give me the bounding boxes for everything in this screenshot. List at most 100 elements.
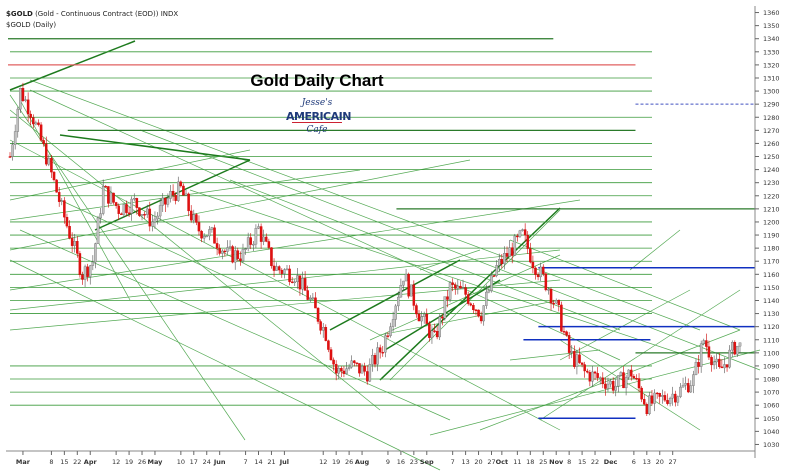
y-tick-label: 1340: [763, 35, 780, 43]
candle: [376, 342, 379, 372]
candle: [567, 332, 571, 359]
candle-body: [531, 261, 535, 269]
candle-body: [177, 181, 180, 201]
candle: [314, 292, 317, 309]
y-tick-label: 1190: [763, 232, 780, 240]
candle-body: [233, 250, 237, 263]
candle-body: [692, 374, 695, 386]
candle: [560, 301, 563, 333]
candle-body: [347, 366, 351, 369]
trendline: [29, 89, 621, 361]
candle-body: [617, 375, 620, 387]
candle: [627, 369, 630, 380]
x-tick-label: 20: [656, 458, 664, 466]
candle: [252, 241, 255, 252]
candle-body: [580, 362, 584, 365]
candle: [140, 214, 144, 221]
candle-body: [337, 368, 341, 374]
trendline: [19, 229, 451, 421]
candle-body: [433, 330, 436, 332]
x-tick-label: 22: [73, 458, 81, 466]
candle-body: [78, 253, 82, 275]
candle-body: [133, 198, 136, 200]
candle-body: [635, 377, 638, 380]
candle: [544, 272, 548, 292]
candle-body: [365, 371, 369, 382]
candle: [112, 192, 115, 205]
candle: [409, 284, 413, 297]
candle: [127, 206, 131, 218]
candle-body: [215, 243, 219, 249]
y-tick-label: 1100: [763, 349, 780, 357]
candle: [684, 376, 687, 390]
candle: [16, 106, 20, 138]
candle: [174, 192, 177, 205]
candle: [37, 119, 40, 127]
candle-body: [441, 316, 444, 319]
candle: [65, 213, 69, 229]
candle: [96, 215, 100, 244]
candle-body: [257, 226, 260, 229]
trendline: [539, 289, 741, 421]
x-tick-label: 27: [487, 458, 495, 466]
candle-body: [200, 230, 203, 239]
candle-body: [378, 347, 382, 353]
x-tick-label: 20: [474, 458, 482, 466]
candle: [340, 366, 343, 378]
trendline: [629, 229, 681, 271]
candle: [498, 253, 501, 273]
candle-body: [122, 204, 126, 215]
x-tick-label: 12: [112, 458, 120, 466]
y-tick-label: 1160: [763, 271, 780, 279]
candle-body: [386, 335, 390, 337]
candle-body: [609, 380, 612, 385]
trendline: [479, 329, 741, 431]
candle-body: [99, 213, 102, 219]
candle-body: [560, 304, 563, 332]
candle: [674, 390, 677, 407]
y-tick-label: 1280: [763, 114, 780, 122]
candle-body: [135, 198, 139, 208]
candle: [301, 271, 304, 296]
candle: [580, 362, 584, 368]
y-tick-label: 1060: [763, 402, 780, 410]
candle: [83, 264, 87, 288]
candle: [99, 208, 102, 224]
candle-body: [679, 386, 682, 397]
candle: [534, 266, 537, 280]
candle: [285, 265, 289, 271]
candle-body: [151, 221, 154, 227]
logo-divider: [292, 122, 342, 123]
candle-body: [684, 383, 687, 386]
y-tick-label: 1230: [763, 179, 780, 187]
candle: [464, 284, 467, 298]
candle-body: [469, 303, 473, 306]
candle-body: [490, 275, 493, 291]
candle-body: [65, 216, 69, 227]
candle: [531, 255, 535, 274]
candle-body: [373, 355, 377, 365]
candle: [208, 225, 211, 241]
candle-body: [428, 323, 431, 338]
candle: [270, 247, 273, 269]
x-tick-label: 6: [632, 458, 636, 466]
y-tick-label: 1170: [763, 258, 780, 266]
x-tick-label: Jun: [213, 458, 226, 466]
trendline: [419, 249, 481, 271]
candle-body: [738, 342, 742, 347]
candle: [632, 374, 636, 379]
candle: [624, 375, 628, 396]
y-tick-label: 1290: [763, 101, 780, 109]
candle-body: [578, 354, 581, 363]
candle: [329, 346, 333, 361]
candle: [231, 244, 234, 264]
x-tick-label: 16: [397, 458, 405, 466]
candle: [109, 186, 113, 205]
y-tick-label: 1250: [763, 153, 780, 161]
candle-body: [363, 366, 366, 372]
y-tick-label: 1130: [763, 310, 780, 318]
candle: [557, 299, 561, 312]
candle-body: [213, 227, 216, 244]
candle: [130, 196, 133, 221]
